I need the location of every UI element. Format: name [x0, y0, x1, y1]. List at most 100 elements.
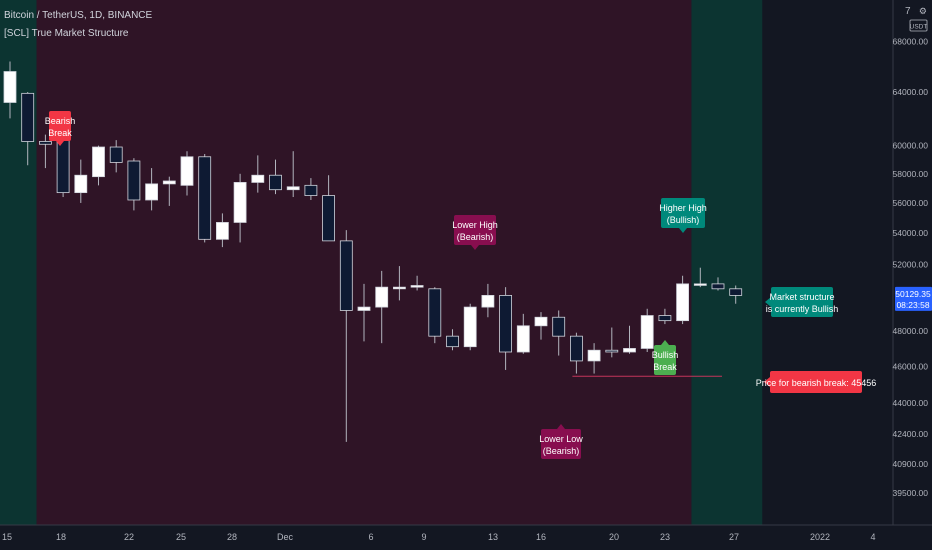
current-price-badge: [895, 286, 932, 311]
lower-low-label-text: Lower Low: [539, 434, 583, 444]
currency-badge: [909, 19, 928, 32]
candle-body: [322, 195, 336, 242]
market-structure-label-pointer: [765, 297, 771, 307]
time-tick-label: 23: [660, 532, 670, 542]
higher-high-label-text: (Bullish): [667, 215, 700, 225]
chart-symbol-title: Bitcoin / TetherUS, 1D, BINANCE: [4, 10, 153, 21]
lower-high-label: Lower High (Bearish): [452, 215, 498, 250]
price-tick-label: 44000.00: [893, 398, 929, 408]
price-axis-panel: [893, 0, 932, 550]
bearish-break-label: Bearish Break: [45, 111, 76, 146]
bullish-break-label: Bullish Break: [652, 340, 679, 375]
candle-body: [676, 283, 689, 322]
bearish-break-price-label-text: Price for bearish break: 45456: [756, 378, 877, 388]
price-tick-label: 46000.00: [893, 361, 929, 371]
time-tick-label: 28: [227, 532, 237, 542]
price-tick-label: 68000.00: [893, 37, 929, 47]
candle-body: [605, 349, 619, 353]
candle-body: [39, 141, 52, 145]
time-tick-label: 27: [729, 532, 739, 542]
lower-high-label-text: (Bearish): [457, 232, 494, 242]
candle-body: [534, 316, 548, 327]
candle-body: [516, 325, 530, 353]
candle-body: [198, 156, 212, 240]
candle-body: [21, 92, 35, 142]
higher-high-label-box: [661, 198, 705, 228]
candle-body: [463, 306, 477, 348]
price-tick-label: 60000.00: [893, 141, 929, 151]
time-tick-label: 22: [124, 532, 134, 542]
bearish-break-label-text: Break: [48, 128, 72, 138]
price-tick-label: 64000.00: [893, 87, 929, 97]
bullish-break-label-text: Bullish: [652, 350, 679, 360]
candle-body: [145, 183, 159, 201]
bearish-break-label-pointer: [56, 141, 64, 146]
price-tick-label: 58000.00: [893, 169, 929, 179]
bullish-break-label-pointer: [661, 340, 669, 345]
candlesticks: [3, 61, 743, 442]
lower-low-label-pointer: [557, 424, 565, 429]
candle-body: [375, 286, 389, 308]
market-structure-zones: [0, 0, 763, 525]
price-tick-label: 56000.00: [893, 198, 929, 208]
candle-body: [3, 71, 17, 103]
candle-body: [570, 335, 583, 362]
bearish-break-label-box: [49, 111, 71, 141]
bullish-break-label-text: Break: [653, 362, 677, 372]
lower-high-label-text: Lower High: [452, 220, 498, 230]
bearish-break-price-label-pointer: [764, 377, 770, 387]
current-price-value: 50129.35: [895, 289, 931, 299]
candle-body: [481, 295, 495, 308]
time-tick-label: 9: [421, 532, 426, 542]
market-structure-label-box: [771, 287, 833, 317]
indicator-title: [SCL] True Market Structure: [4, 28, 129, 39]
candle-body: [162, 180, 176, 185]
candle-body: [729, 288, 743, 296]
candle-body: [693, 283, 707, 286]
candle-body: [286, 186, 300, 191]
candle-body: [109, 146, 123, 163]
time-tick-label: 13: [488, 532, 498, 542]
time-tick-label: 15: [2, 532, 12, 542]
candle-body: [180, 156, 194, 186]
candle-body: [251, 174, 265, 183]
candle-body: [446, 335, 459, 348]
time-tick-label: 2022: [810, 532, 830, 542]
lower-high-label-pointer: [471, 245, 479, 250]
time-tick-label: 18: [56, 532, 66, 542]
candle-body: [552, 316, 566, 337]
higher-high-label-text: Higher High: [659, 203, 707, 213]
candle-body: [357, 306, 371, 311]
higher-high-label-pointer: [679, 228, 687, 233]
time-tick-label: Dec: [277, 532, 294, 542]
candle-body: [269, 174, 282, 191]
bullish-zone: [691, 0, 763, 525]
lower-low-label-text: (Bearish): [543, 446, 580, 456]
time-tick-label: 4: [870, 532, 875, 542]
candle-body: [640, 315, 654, 349]
bearish-break-label-text: Bearish: [45, 116, 76, 126]
candle-body: [304, 184, 318, 196]
candle-body: [392, 286, 406, 290]
bullish-break-label-box: [654, 345, 676, 375]
market-structure-label: Market structure is currently Bullish: [765, 287, 838, 317]
time-tick-label: 20: [609, 532, 619, 542]
market-structure-label-text: Market structure: [769, 292, 834, 302]
current-price-countdown: 08:23:58: [896, 300, 929, 310]
price-tick-label: 42400.00: [893, 429, 929, 439]
price-tick-label: 40900.00: [893, 459, 929, 469]
candle-body: [623, 348, 636, 353]
candle-body: [127, 160, 141, 201]
time-tick-label: 25: [176, 532, 186, 542]
time-tick-label: 16: [536, 532, 546, 542]
lower-high-label-box: [454, 215, 496, 245]
candle-body: [74, 174, 88, 194]
candle-body: [339, 240, 353, 311]
lower-low-label-box: [541, 429, 581, 459]
candle-body: [233, 182, 247, 223]
bearish-zone: [36, 0, 692, 525]
settings-icon[interactable]: ⚙: [919, 6, 927, 16]
price-tick-label: 52000.00: [893, 259, 929, 269]
candle-body: [215, 222, 229, 240]
